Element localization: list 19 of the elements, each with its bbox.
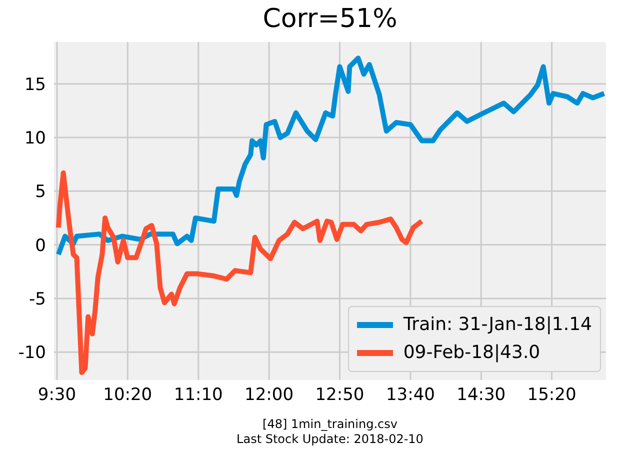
text: Last Stock Update: 2018-02-10 [236,432,424,447]
legend-label: 09-Feb-18|43.0 [403,341,540,365]
x-tick-label: 12:00 [244,385,294,406]
legend-label: Train: 31-Jan-18|1.14 [403,313,592,337]
text: [48] 1min_training.csv [262,417,398,432]
x-tick-label: 12:50 [315,385,364,406]
x-tick-label: 9:30 [38,385,76,406]
y-tick-label: 10 [24,128,46,149]
y-tick-label: -10 [18,343,46,364]
y-tick-label: -5 [29,289,46,310]
y-tick-label: 5 [35,182,46,202]
y-tick-label: 15 [24,74,46,95]
x-tick-label: 14:30 [456,385,506,406]
x-tick-label: 15:20 [527,385,576,406]
x-tick-label: 11:10 [174,385,223,406]
x-tick-label: 10:20 [103,385,152,406]
chart-title: Corr=51% [262,4,398,34]
y-tick-label: 0 [35,236,46,256]
x-tick-label: 13:40 [386,385,435,406]
